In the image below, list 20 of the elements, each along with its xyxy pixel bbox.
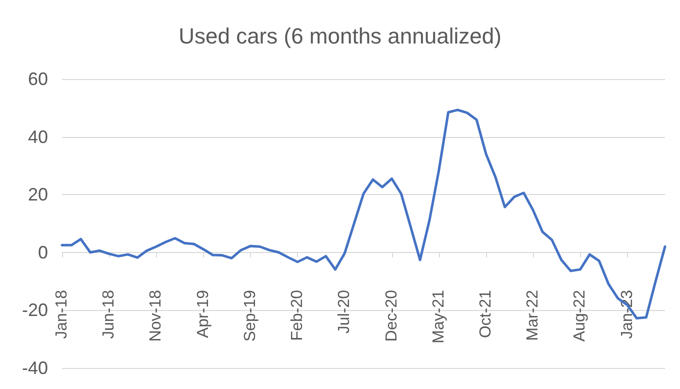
y-tick-label: -20 — [22, 300, 48, 320]
x-tick-label: Aug-22 — [572, 290, 589, 342]
x-tick-label: Feb-20 — [289, 290, 306, 341]
y-tick-label: -40 — [22, 358, 48, 378]
x-tick-label: Jan-23 — [618, 290, 636, 339]
x-tick-label: Nov-18 — [148, 290, 165, 342]
x-tick-label: Apr-19 — [194, 290, 212, 338]
x-tick-label: Sep-19 — [242, 290, 259, 342]
y-tick-label: 60 — [28, 69, 48, 89]
x-tick-label: Jul-20 — [336, 290, 354, 334]
chart-title: Used cars (6 months annualized) — [178, 24, 502, 48]
x-tick-label: Mar-22 — [524, 290, 542, 341]
x-tick-label: Oct-21 — [477, 290, 494, 338]
x-tick-label: Jan-18 — [54, 290, 70, 339]
y-tick-label: 0 — [38, 242, 48, 262]
x-tick-label: Dec-20 — [383, 290, 400, 342]
y-tick-label: 20 — [28, 184, 48, 205]
x-tick-label: May-21 — [430, 290, 448, 344]
x-tick-label: Jun-18 — [100, 290, 118, 339]
y-tick-label: 40 — [28, 126, 48, 147]
